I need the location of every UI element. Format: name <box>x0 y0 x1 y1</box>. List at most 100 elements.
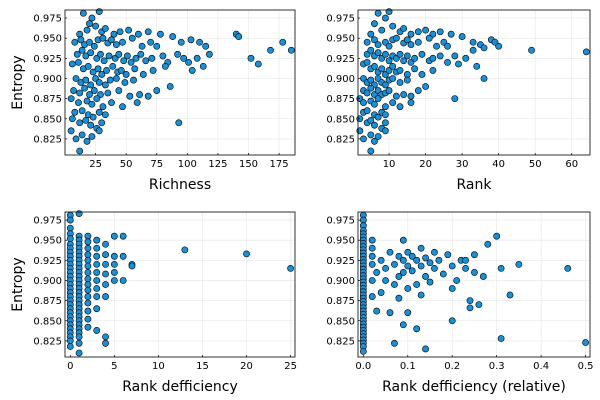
data-point <box>78 46 86 54</box>
data-point <box>102 251 109 259</box>
data-point <box>105 52 113 60</box>
data-point <box>400 57 408 65</box>
data-point <box>67 95 75 103</box>
data-point <box>137 50 145 58</box>
data-point <box>466 297 474 305</box>
data-point <box>360 99 367 107</box>
data-point <box>196 38 203 46</box>
data-point <box>444 42 451 50</box>
x-tick-label: 0 <box>67 361 73 372</box>
data-point <box>110 260 118 268</box>
data-point <box>87 81 95 89</box>
scatter-points <box>359 211 589 355</box>
data-point <box>119 232 127 240</box>
data-point <box>181 246 189 254</box>
data-point <box>497 264 505 272</box>
data-point <box>371 36 378 44</box>
data-point <box>110 232 118 240</box>
y-tick-label: 0.950 <box>326 34 355 45</box>
data-point <box>395 273 403 280</box>
data-point <box>102 281 109 288</box>
data-point <box>112 41 120 49</box>
data-point <box>89 68 97 76</box>
data-point <box>392 92 400 100</box>
plot-frame <box>357 211 591 358</box>
data-point <box>400 91 408 98</box>
x-tick-label: 0.1 <box>400 361 416 372</box>
data-point <box>84 299 92 307</box>
data-point <box>66 337 74 345</box>
data-point <box>84 256 92 264</box>
data-point <box>78 131 86 139</box>
data-point <box>88 100 96 108</box>
x-tick-label: 50 <box>529 159 542 170</box>
x-axis-label: Rank <box>457 177 493 193</box>
data-point <box>399 256 407 264</box>
data-point <box>95 79 103 86</box>
data-point <box>267 46 274 54</box>
data-point <box>75 339 83 347</box>
x-tick-label: 30 <box>456 159 469 170</box>
data-point <box>84 238 92 246</box>
data-point <box>448 262 456 270</box>
data-point <box>396 67 404 74</box>
data-point <box>68 115 76 123</box>
data-point <box>382 111 389 119</box>
panel-rank-defficiency-relative: 0.0 0.1 0.2 0.3 0.4 0.5 0.825 0.850 0.875 0.900 0.… <box>326 211 594 395</box>
data-point <box>88 133 96 140</box>
data-point <box>407 41 415 49</box>
x-tick-label: 25 <box>89 159 102 170</box>
data-point <box>83 137 91 145</box>
data-point <box>418 50 426 58</box>
data-point <box>373 307 381 315</box>
data-point <box>287 46 295 54</box>
data-point <box>493 232 501 240</box>
data-point <box>371 121 378 129</box>
data-point <box>399 269 407 276</box>
data-point <box>93 327 101 334</box>
data-point <box>374 95 382 103</box>
data-point <box>436 52 444 60</box>
data-point <box>473 62 481 70</box>
data-point <box>102 339 109 347</box>
data-point <box>414 28 422 36</box>
data-point <box>93 285 101 292</box>
data-point <box>98 71 106 78</box>
data-point <box>359 347 367 355</box>
scatter-points <box>67 8 295 155</box>
data-point <box>404 262 412 270</box>
data-point <box>363 58 371 66</box>
data-point <box>377 256 385 264</box>
x-tick-label: 15 <box>196 361 209 372</box>
data-point <box>84 315 92 323</box>
panel-rank: 10 20 30 40 50 60 0.825 0.850 0.875 0.900 0.925 0.9… <box>326 8 591 193</box>
data-point <box>117 67 125 74</box>
data-point <box>455 60 462 68</box>
data-point <box>367 46 375 54</box>
data-point <box>382 103 389 111</box>
y-tick-label: 0.900 <box>33 276 62 287</box>
data-point <box>93 277 101 284</box>
data-point <box>287 264 294 272</box>
data-point <box>471 251 478 259</box>
data-point <box>515 260 523 268</box>
y-tick-label: 0.825 <box>326 336 355 347</box>
data-point <box>582 339 589 346</box>
data-point <box>148 54 156 62</box>
y-tick-label: 0.950 <box>326 236 355 247</box>
y-tick-label: 0.825 <box>33 134 62 145</box>
data-point <box>86 91 93 98</box>
data-point <box>84 323 92 331</box>
data-point <box>110 30 118 38</box>
data-point <box>395 294 403 302</box>
data-point <box>422 273 429 280</box>
data-point <box>451 95 459 103</box>
data-point <box>78 107 86 115</box>
data-point <box>367 147 375 155</box>
y-tick-label: 0.950 <box>33 34 62 45</box>
data-point <box>174 50 181 58</box>
data-point <box>385 87 393 94</box>
data-point <box>389 22 397 30</box>
data-point <box>396 103 404 111</box>
